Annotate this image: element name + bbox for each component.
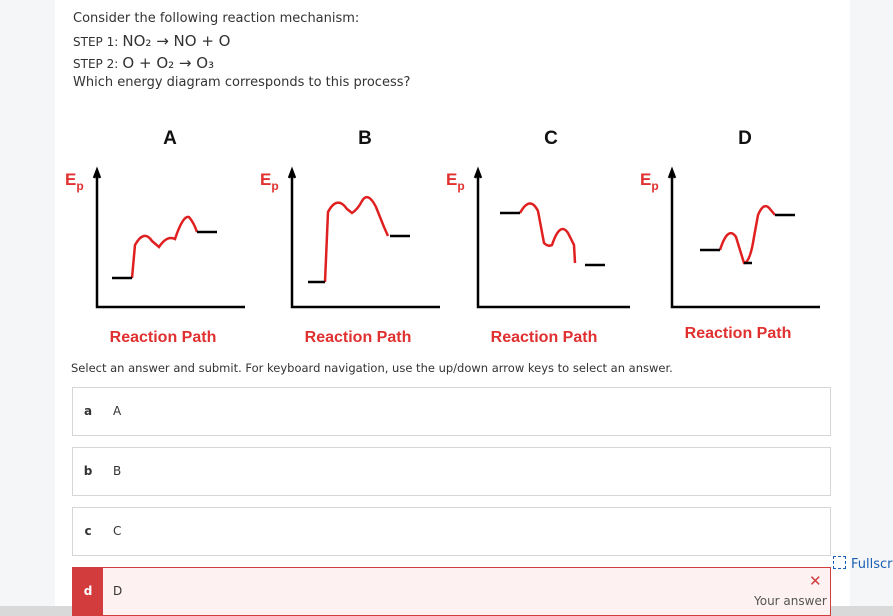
energy-diagram: C Ep Reaction Path <box>446 128 630 346</box>
equation: O + O₂ → O₃ <box>122 54 215 72</box>
y-axis-label: Ep <box>640 170 659 193</box>
energy-curve <box>700 204 795 265</box>
step: STEP 1: NO₂ → NO + O <box>73 32 231 50</box>
option-key[interactable]: b <box>83 464 93 478</box>
diagram-label: D <box>738 128 752 149</box>
axes <box>667 166 820 309</box>
subscript: p <box>651 179 658 193</box>
diagram-label: B <box>358 128 372 149</box>
option-text[interactable]: D <box>113 584 123 598</box>
curve <box>130 215 199 279</box>
curve <box>718 204 776 265</box>
curve <box>518 202 577 264</box>
axes <box>473 166 630 309</box>
step-label: STEP 1: <box>73 35 119 49</box>
x-axis-label: Reaction Path <box>305 329 412 346</box>
energy-curve <box>308 195 410 284</box>
y-axis-label: Ep <box>65 170 84 193</box>
energy-diagram: B Ep Reaction Path <box>260 128 440 346</box>
your-answer: Your answer <box>754 594 827 608</box>
option-key[interactable]: a <box>83 404 93 418</box>
option-text[interactable]: B <box>113 464 122 478</box>
instructions: Select an answer and submit. For keyboar… <box>71 361 673 375</box>
option-text[interactable]: A <box>113 404 122 418</box>
axes <box>92 166 245 309</box>
intro: Consider the following reaction mechanis… <box>73 11 360 26</box>
option-key[interactable]: d <box>73 568 103 615</box>
energy-curve <box>112 215 217 280</box>
axes <box>287 166 440 309</box>
energy-curve <box>500 202 605 267</box>
symbol: E <box>260 170 271 189</box>
diagram-label: C <box>544 128 558 149</box>
x-axis-label: Reaction Path <box>685 325 792 342</box>
y-axis-label: Ep <box>446 170 465 193</box>
step: STEP 2: O + O₂ → O₃ <box>73 54 214 72</box>
prompt: Which energy diagram corresponds to this… <box>73 75 411 90</box>
equation: NO₂ → NO + O <box>122 32 231 50</box>
symbol: E <box>65 170 76 189</box>
curve <box>323 195 390 283</box>
step-label: STEP 2: <box>73 57 119 71</box>
symbol: E <box>446 170 457 189</box>
x-axis-label: Reaction Path <box>110 329 217 346</box>
wrong-mark: ✕ <box>809 572 822 590</box>
energy-diagram: A Ep Reaction Path <box>65 128 245 346</box>
x-axis-label: Reaction Path <box>491 329 598 346</box>
fullscreen-button[interactable]: Fullscreen <box>833 556 893 572</box>
diagrams: A Ep Reaction Path B Ep Reaction Path C Ep React… <box>65 128 820 346</box>
option-key[interactable]: c <box>84 524 92 538</box>
energy-diagram: D Ep Reaction Path <box>640 128 820 342</box>
option-text[interactable]: C <box>113 524 122 538</box>
fullscreen-label[interactable]: Fullscreen <box>851 557 893 572</box>
subscript: p <box>76 179 83 193</box>
symbol: E <box>640 170 651 189</box>
subscript: p <box>457 179 464 193</box>
y-axis-label: Ep <box>260 170 279 193</box>
card <box>55 0 850 606</box>
subscript: p <box>271 179 278 193</box>
diagram-label: A <box>163 128 177 149</box>
